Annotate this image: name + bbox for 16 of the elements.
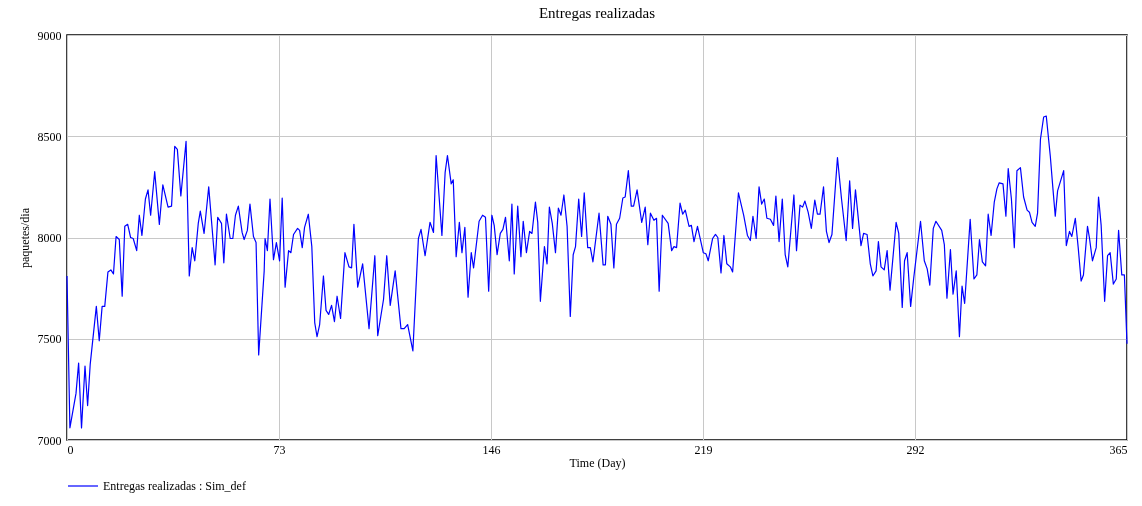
x-tick-label: 73 xyxy=(273,442,286,457)
x-tick-label: 219 xyxy=(694,442,713,457)
y-axis-title: paquetes/dia xyxy=(17,207,32,268)
chart-title: Entregas realizadas xyxy=(538,5,656,21)
y-tick-label: 9000 xyxy=(37,28,62,43)
x-tick-label: 146 xyxy=(482,442,501,457)
y-tick-label: 8000 xyxy=(37,231,62,245)
y-tick-label: 7000 xyxy=(37,433,62,448)
legend-label: Entregas realizadas : Sim_def xyxy=(103,479,246,493)
x-tick-label: 292 xyxy=(906,442,925,457)
y-tick-label: 8500 xyxy=(37,129,62,144)
y-tick-label: 7500 xyxy=(37,332,62,347)
x-tick-label: 0 xyxy=(67,442,74,457)
x-tick-label: 365 xyxy=(1109,442,1128,457)
x-axis-title: Time (Day) xyxy=(569,455,626,470)
line-series xyxy=(66,115,1128,429)
